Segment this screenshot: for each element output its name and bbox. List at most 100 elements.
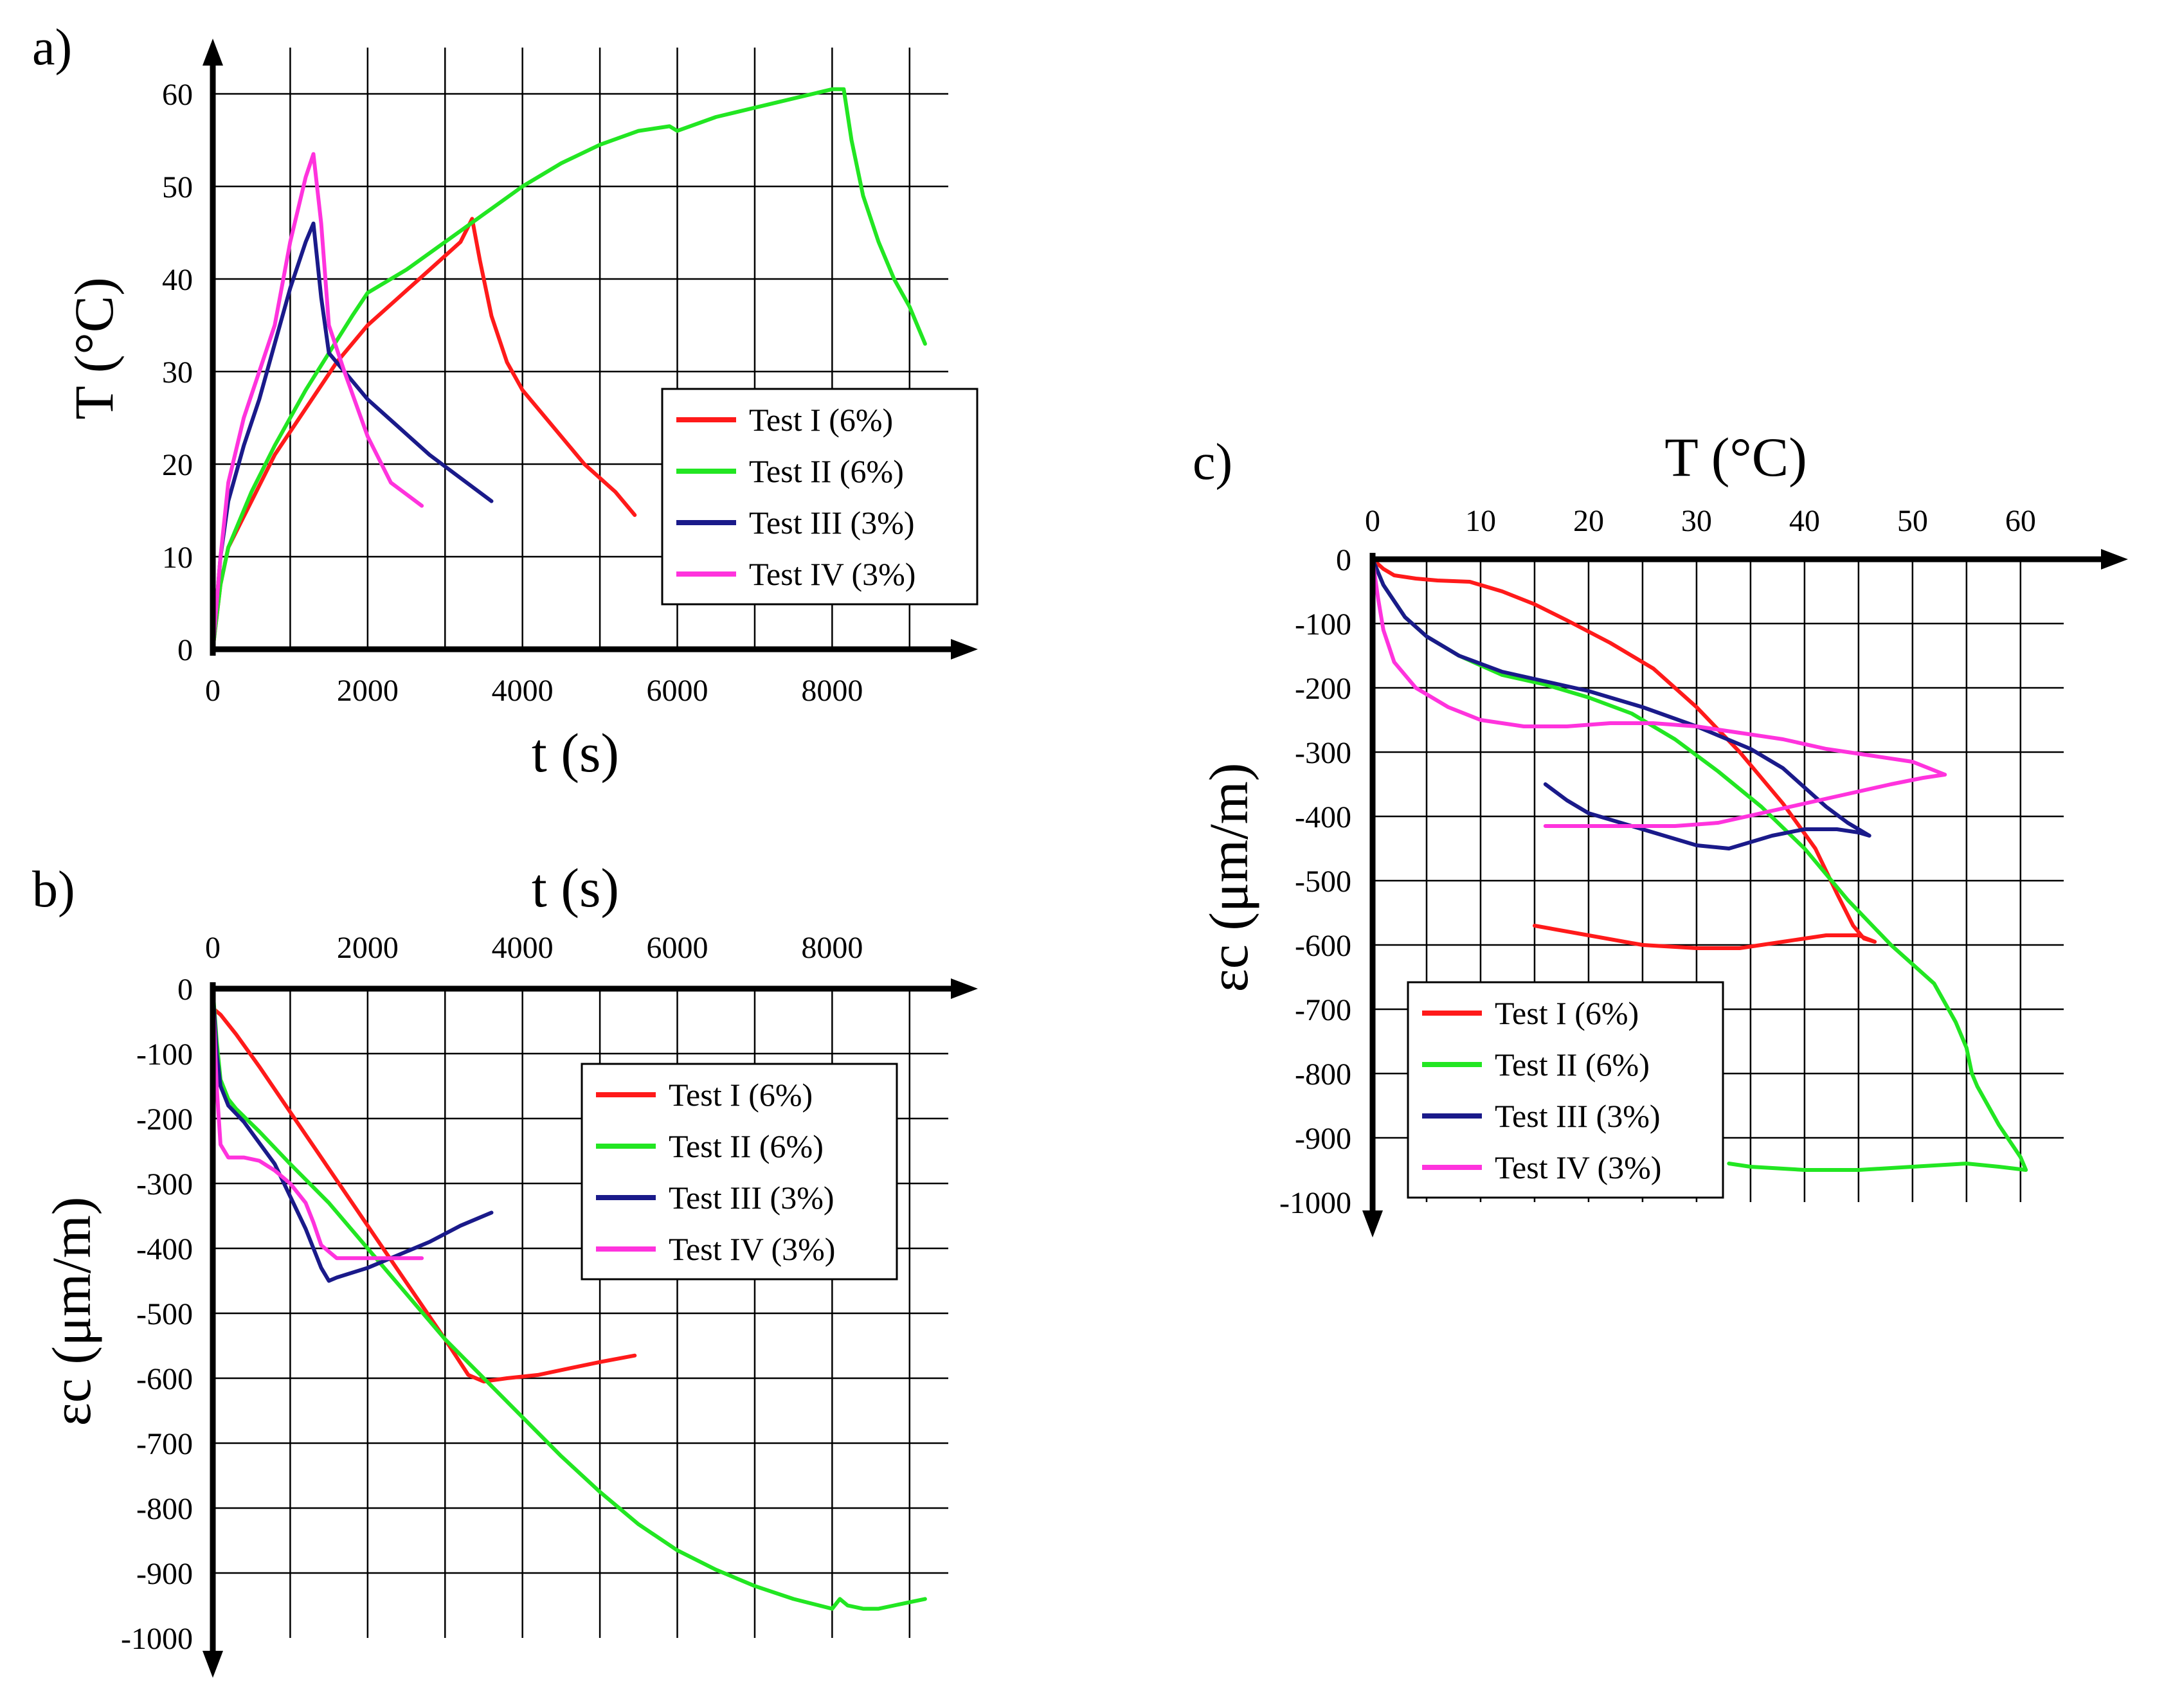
panel-a-label: a): [32, 19, 72, 76]
series-line-test-i: [1371, 557, 1877, 950]
y-tick-label: -300: [1295, 736, 1351, 770]
x-axis-arrowhead: [951, 639, 978, 660]
y-tick-label: 40: [162, 263, 193, 297]
panel-a-grid: [212, 48, 948, 649]
panel-a-series: [213, 87, 927, 649]
x-axis-arrowhead: [2101, 549, 2128, 570]
y-tick-label: -1000: [121, 1622, 193, 1656]
y-tick-label: -1000: [1279, 1186, 1351, 1220]
y-tick-label: -900: [1295, 1122, 1351, 1156]
panel-a-legend: Test I (6%) Test II (6%) Test III (3%) T…: [661, 388, 978, 606]
panel-c-tick-labels: 0 10 20 30 40 50 60 0 -100 -200 -300 -400 -500 -600 -7…: [1279, 504, 2036, 1220]
legend-entry-test-i: Test I (6%): [596, 1077, 813, 1113]
legend-entry-test-iv: Test IV (3%): [596, 1231, 835, 1267]
y-tick-label: 0: [177, 633, 193, 667]
series-line-test-iii: [213, 221, 494, 649]
x-tick-label: 6000: [647, 674, 708, 708]
panel-b-axes: [203, 978, 978, 1678]
x-tick-label: 8000: [801, 674, 863, 708]
y-tick-label: -600: [136, 1362, 193, 1396]
panel-a-y-axis-label: T (°C): [63, 277, 125, 420]
legend-entry-test-ii: Test II (6%): [1422, 1047, 1650, 1083]
y-tick-label: 50: [162, 170, 193, 204]
y-tick-label: -300: [136, 1167, 193, 1201]
y-axis-arrowhead: [203, 39, 223, 66]
y-tick-label: 0: [177, 973, 193, 1007]
y-tick-label: -700: [1295, 993, 1351, 1027]
y-tick-label: -700: [136, 1427, 193, 1461]
panel-c-legend: Test I (6%) Test II (6%) Test III (3%) T…: [1407, 981, 1724, 1199]
y-tick-label: 30: [162, 355, 193, 390]
series-line-test-iv: [213, 152, 424, 649]
x-tick-label: 4000: [492, 931, 554, 965]
y-tick-label: 20: [162, 448, 193, 482]
legend-label-test-ii: Test II (6%): [669, 1128, 824, 1164]
y-tick-label: -400: [1295, 800, 1351, 834]
x-tick-label: 4000: [492, 674, 554, 708]
legend-box: [1407, 981, 1724, 1199]
y-tick-label: -200: [136, 1102, 193, 1137]
y-tick-label: -400: [136, 1232, 193, 1266]
legend-entry-test-iv: Test IV (3%): [1422, 1149, 1661, 1185]
y-tick-label: -600: [1295, 929, 1351, 963]
legend-label-test-i: Test I (6%): [1495, 995, 1639, 1031]
panel-b-series: [213, 987, 927, 1611]
series-line-test-ii: [213, 987, 927, 1611]
x-tick-label: 0: [205, 674, 221, 708]
panel-b-tick-labels: 0 2000 4000 6000 8000 0 -100 -200 -300 -400 -500 -6…: [121, 931, 863, 1656]
x-tick-label: 60: [2005, 504, 2036, 538]
y-axis-arrowhead: [1362, 1210, 1383, 1237]
y-tick-label: -100: [136, 1038, 193, 1072]
legend-label-test-i: Test I (6%): [749, 402, 893, 438]
legend-label-test-iii: Test III (3%): [669, 1180, 834, 1216]
series-line-test-i: [213, 217, 637, 649]
legend-entry-test-iii: Test III (3%): [1422, 1098, 1661, 1134]
series-line-test-iii: [1371, 557, 1871, 850]
series-line-test-iv: [1371, 557, 1947, 828]
x-tick-label: 30: [1681, 504, 1712, 538]
panel-c-series: [1371, 557, 2028, 1172]
y-tick-label: -500: [1295, 865, 1351, 899]
legend-entry-test-ii: Test II (6%): [676, 453, 904, 489]
series-line-test-iv: [213, 987, 424, 1261]
panel-a-tick-labels: 0 2000 4000 6000 8000 0 10 20 30 40 50 60: [162, 78, 863, 708]
panel-a-x-axis-label: t (s): [532, 722, 619, 784]
panel-c-strain-vs-temperature: 0 10 20 30 40 50 60 0 -100 -200 -300 -400 -500 -600 -7…: [1193, 426, 2128, 1237]
series-line-test-i: [213, 1006, 637, 1384]
x-tick-label: 8000: [801, 931, 863, 965]
x-tick-label: 0: [205, 931, 221, 965]
legend-label-test-ii: Test II (6%): [1495, 1047, 1650, 1083]
legend-entry-test-ii: Test II (6%): [596, 1128, 824, 1164]
legend-box: [581, 1063, 898, 1281]
y-axis-arrowhead: [203, 1651, 223, 1678]
y-tick-label: 60: [162, 78, 193, 112]
series-line-test-iii: [213, 987, 494, 1283]
panel-c-axes: [1362, 549, 2128, 1237]
x-tick-label: 20: [1573, 504, 1604, 538]
legend-entry-test-iii: Test III (3%): [596, 1180, 834, 1216]
legend-entry-test-i: Test I (6%): [676, 402, 893, 438]
legend-label-test-iv: Test IV (3%): [669, 1231, 835, 1267]
panel-b-legend: Test I (6%) Test II (6%) Test III (3%) T…: [581, 1063, 898, 1281]
panel-c-y-axis-label: εc (μm/m): [1198, 763, 1259, 993]
legend-entry-test-iv: Test IV (3%): [676, 556, 915, 592]
legend-label-test-iv: Test IV (3%): [1495, 1149, 1661, 1185]
panel-b-y-axis-label: εc (μm/m): [41, 1197, 102, 1426]
y-tick-label: -100: [1295, 607, 1351, 642]
legend-label-test-iii: Test III (3%): [1495, 1098, 1661, 1134]
x-tick-label: 10: [1465, 504, 1496, 538]
legend-label-test-iv: Test IV (3%): [749, 556, 915, 592]
x-tick-label: 50: [1897, 504, 1928, 538]
series-line-test-ii: [1371, 557, 2028, 1172]
y-tick-label: -900: [136, 1557, 193, 1591]
panel-b-x-axis-label: t (s): [532, 857, 619, 919]
legend-box: [661, 388, 978, 606]
y-tick-label: -800: [136, 1492, 193, 1526]
x-tick-label: 0: [1365, 504, 1380, 538]
series-line-test-ii: [213, 87, 927, 649]
y-tick-label: 0: [1336, 543, 1351, 577]
panel-a-axes: [203, 39, 978, 660]
panel-c-label: c): [1193, 434, 1232, 490]
